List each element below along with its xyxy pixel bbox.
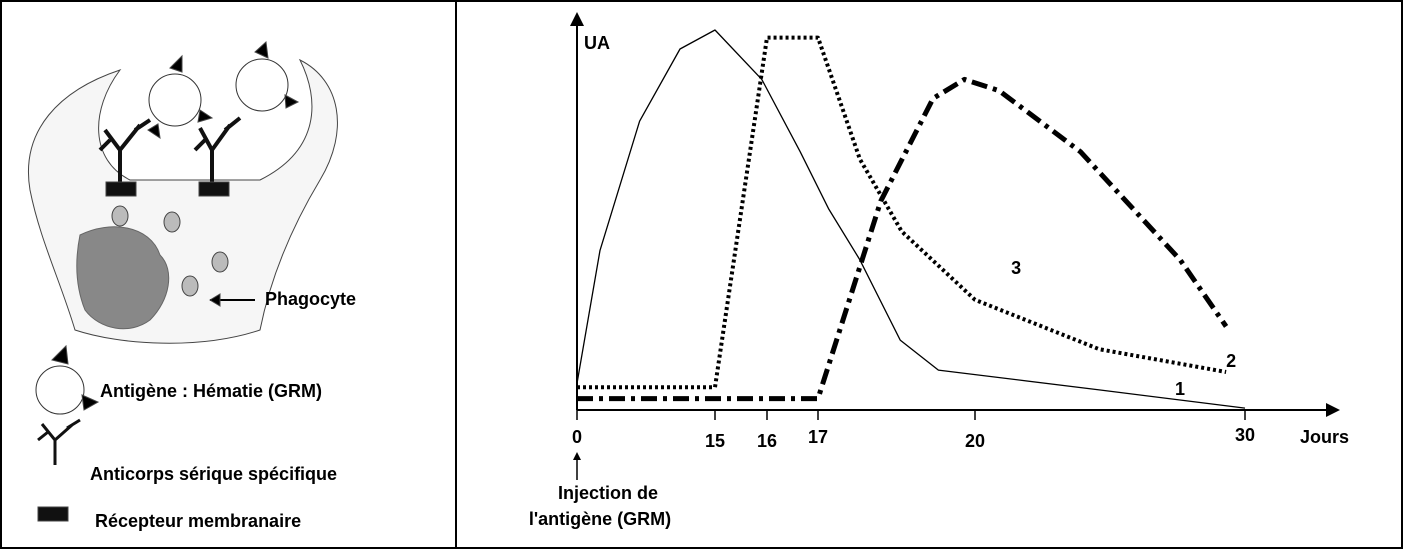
x-tick-label: 17: [808, 427, 828, 447]
x-tick-label: 0: [572, 427, 582, 447]
series-label: 3: [1011, 258, 1021, 278]
figure: Phagocyte Antigène : Hématie (GRM) Antic…: [0, 0, 1403, 549]
axes: [577, 22, 1330, 410]
series-label: 1: [1175, 379, 1185, 399]
annotation-arrowhead: [573, 452, 581, 460]
axis-arrows: [570, 12, 1340, 417]
phagocyte-diagram: [28, 42, 337, 521]
x-axis-label: Jours: [1300, 427, 1349, 447]
x-tick-label: 20: [965, 431, 985, 451]
receptor-label: Récepteur membranaire: [95, 511, 301, 531]
series-label: 2: [1226, 351, 1236, 371]
x-tick-label: 15: [705, 431, 725, 451]
series-line: [577, 79, 1226, 398]
series-line: [577, 30, 1245, 408]
x-tick-label: 16: [757, 431, 777, 451]
series-line: [577, 38, 1226, 388]
antigen-label: Antigène : Hématie (GRM): [100, 381, 322, 401]
x-tick-label: 30: [1235, 425, 1255, 445]
antibody-label: Anticorps sérique spécifique: [90, 464, 337, 484]
y-axis-label: UA: [584, 33, 610, 53]
phagocyte-label: Phagocyte: [265, 289, 356, 309]
